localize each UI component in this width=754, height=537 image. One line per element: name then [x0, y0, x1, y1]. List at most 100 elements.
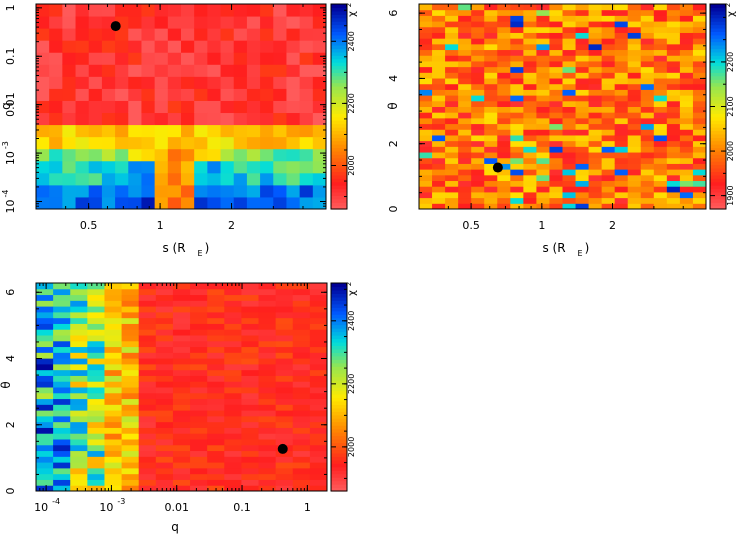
heatmap-cell	[575, 180, 590, 187]
heatmap-cell	[273, 160, 287, 174]
heatmap-cell	[549, 49, 563, 56]
heatmap-cell	[154, 100, 169, 114]
heatmap-cell	[510, 191, 524, 199]
colorbar-step	[710, 130, 726, 135]
heatmap-cell	[627, 4, 642, 11]
heatmap-cell	[432, 60, 446, 68]
heatmap-cell	[679, 9, 694, 16]
heatmap-cell	[87, 352, 105, 359]
heatmap-cell	[241, 294, 260, 301]
colorbar-step	[331, 188, 347, 193]
heatmap-cell	[292, 306, 311, 313]
heatmap-cell	[627, 191, 642, 199]
heatmap-cell	[101, 40, 116, 53]
heatmap-cell	[181, 196, 195, 210]
heatmap-cell	[536, 78, 550, 85]
heatmap-cell	[190, 415, 208, 423]
colorbar-step	[331, 10, 347, 15]
heatmap-cells	[419, 4, 707, 210]
heatmap-cell	[190, 456, 208, 463]
heatmap-cell	[233, 88, 248, 101]
heatmap-cell	[562, 180, 577, 187]
heatmap-cell	[49, 184, 63, 198]
colorbar-step	[331, 99, 347, 104]
heatmap-cell	[36, 40, 50, 53]
heatmap-cell	[588, 4, 603, 11]
heatmap-cell	[640, 112, 655, 119]
heatmap-cell	[36, 294, 54, 301]
heatmap-cell	[640, 169, 655, 176]
heatmap-cell	[36, 124, 50, 138]
heatmap-cell	[627, 129, 642, 136]
heatmap-cell	[155, 329, 174, 336]
heatmap-cell	[241, 415, 260, 423]
heatmap-cell	[588, 72, 603, 79]
heatmap-cell	[523, 106, 537, 113]
colorbar-step	[331, 58, 347, 63]
heatmap-cell	[88, 124, 103, 138]
heatmap-cell	[190, 485, 208, 492]
heatmap-cell	[575, 106, 590, 113]
heatmap-cell	[692, 169, 707, 176]
heatmap-cell	[207, 88, 222, 101]
heatmap-cell	[104, 311, 123, 319]
y-tick-exponent: -4	[1, 190, 10, 198]
colorbar-step	[331, 113, 347, 118]
heatmap-cell	[523, 163, 537, 170]
heatmap-cell	[471, 32, 485, 39]
heatmap-cell	[536, 140, 550, 147]
y-tick-label: 6	[4, 289, 17, 296]
heatmap-cell	[640, 134, 655, 142]
heatmap-cell	[115, 148, 129, 162]
heatmap-cell	[309, 485, 328, 492]
colorbar-step	[331, 307, 347, 312]
heatmap-cell	[172, 392, 191, 400]
heatmap-cell	[273, 112, 287, 126]
x-tick-label: 0.5	[462, 219, 480, 232]
heatmap-cell	[154, 184, 169, 198]
heatmap-cell	[258, 369, 277, 376]
heatmap-cell	[299, 172, 314, 186]
heatmap-cell	[53, 288, 71, 296]
heatmap-cell	[115, 28, 129, 41]
heatmap-cell	[121, 294, 140, 301]
heatmap-cell	[53, 462, 71, 469]
heatmap-cell	[458, 106, 472, 113]
colorbar-step	[331, 116, 347, 121]
colorbar-step	[331, 341, 347, 346]
heatmap-cell	[128, 52, 142, 65]
heatmap-cell	[241, 479, 260, 486]
heatmap-cell	[207, 346, 225, 353]
heatmap-cell	[104, 485, 123, 492]
heatmap-cell	[601, 100, 616, 107]
heatmap-cell	[653, 174, 668, 182]
heatmap-cell	[233, 172, 248, 186]
heatmap-cell	[233, 76, 248, 89]
heatmap-cell	[141, 4, 156, 17]
heatmap-cell	[241, 300, 260, 307]
heatmap-cell	[233, 100, 248, 114]
heatmap-cell	[121, 363, 140, 371]
heatmap-cell	[241, 398, 260, 405]
colorbar-step	[331, 487, 347, 492]
heatmap-cell	[523, 21, 537, 28]
heatmap-cell	[679, 174, 694, 182]
heatmap-cell	[588, 152, 603, 159]
colorbar-step	[331, 140, 347, 145]
heatmap-cell	[458, 72, 472, 79]
colorbar-step	[710, 24, 726, 29]
heatmap-cell	[497, 123, 511, 130]
colorbar-step	[331, 7, 347, 12]
heatmap-cell	[445, 100, 459, 107]
heatmap-cell	[510, 43, 524, 51]
heatmap-cell	[614, 191, 629, 199]
heatmap-cell	[653, 32, 668, 39]
heatmap-cell	[536, 89, 550, 96]
heatmap-cell	[138, 392, 157, 400]
heatmap-cell	[121, 439, 140, 446]
heatmap-cell	[121, 473, 140, 480]
heatmap-cell	[309, 473, 328, 480]
heatmap-cell	[497, 174, 511, 182]
heatmap-cell	[562, 157, 577, 164]
colorbar-step	[710, 147, 726, 152]
